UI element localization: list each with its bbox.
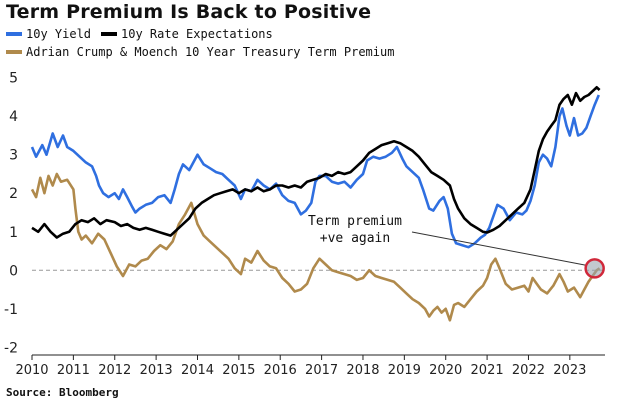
y-tick-label: -2 bbox=[4, 340, 18, 356]
series-group bbox=[30, 86, 601, 322]
legend-row-1: 10y Yield 10y Rate Expectations bbox=[6, 27, 283, 41]
annotation-leader bbox=[411, 231, 587, 266]
y-axis: 5 4 3 2 1 0 -1 -2 bbox=[4, 71, 605, 356]
x-tick-label: 2011 bbox=[57, 363, 90, 378]
x-tick-label: 2010 bbox=[15, 363, 48, 378]
legend-swatch-yield bbox=[6, 32, 22, 36]
source-note: Source: Bloomberg bbox=[6, 386, 119, 399]
y-tick-label: 3 bbox=[9, 148, 18, 164]
annotation-label: Term premium bbox=[308, 214, 402, 229]
legend-swatch-expectations bbox=[101, 32, 118, 36]
y-tick-label: 5 bbox=[9, 71, 18, 87]
x-tick-label: 2016 bbox=[264, 363, 297, 378]
x-tick-label: 2015 bbox=[222, 363, 255, 378]
x-tick-label: 2020 bbox=[429, 363, 462, 378]
x-tick-label: 2017 bbox=[305, 363, 338, 378]
legend-item-expectations: 10y Rate Expectations bbox=[101, 27, 273, 41]
legend-label-premium: Adrian Crump & Moench 10 Year Treasury T… bbox=[26, 45, 395, 59]
y-tick-label: 1 bbox=[9, 225, 18, 241]
annotation-marker bbox=[584, 258, 605, 279]
x-tick-label: 2013 bbox=[140, 363, 173, 378]
series-line-0 bbox=[30, 94, 600, 249]
x-tick-label: 2012 bbox=[98, 363, 131, 378]
x-axis: 2010 2011 2012 2013 2014 2015 2016 2017 2018 2019… bbox=[15, 354, 605, 378]
y-tick-label: 4 bbox=[9, 109, 18, 125]
series-line-2 bbox=[30, 172, 601, 322]
x-tick-label: 2014 bbox=[181, 363, 214, 378]
x-tick-label: 2021 bbox=[471, 363, 504, 378]
legend-item-yield: 10y Yield bbox=[6, 27, 91, 41]
annotation-group: Term premium +ve again bbox=[308, 214, 605, 279]
legend-item-premium: Adrian Crump & Moench 10 Year Treasury T… bbox=[6, 45, 394, 59]
y-tick-label: 2 bbox=[9, 186, 18, 202]
page-title: Term Premium Is Back to Positive bbox=[6, 1, 372, 23]
legend-label-yield: 10y Yield bbox=[26, 27, 92, 41]
legend-label-expectations: 10y Rate Expectations bbox=[121, 27, 273, 41]
y-tick-label: 0 bbox=[9, 263, 18, 279]
legend-swatch-premium bbox=[6, 50, 22, 54]
legend-row-2: Adrian Crump & Moench 10 Year Treasury T… bbox=[6, 45, 404, 59]
y-tick-label: -1 bbox=[4, 302, 18, 318]
annotation-label: +ve again bbox=[320, 231, 390, 246]
x-tick-label: 2023 bbox=[553, 363, 586, 378]
x-tick-label: 2022 bbox=[512, 363, 545, 378]
series-line-1 bbox=[31, 86, 601, 239]
x-tick-label: 2018 bbox=[346, 363, 379, 378]
x-tick-label: 2019 bbox=[388, 363, 421, 378]
